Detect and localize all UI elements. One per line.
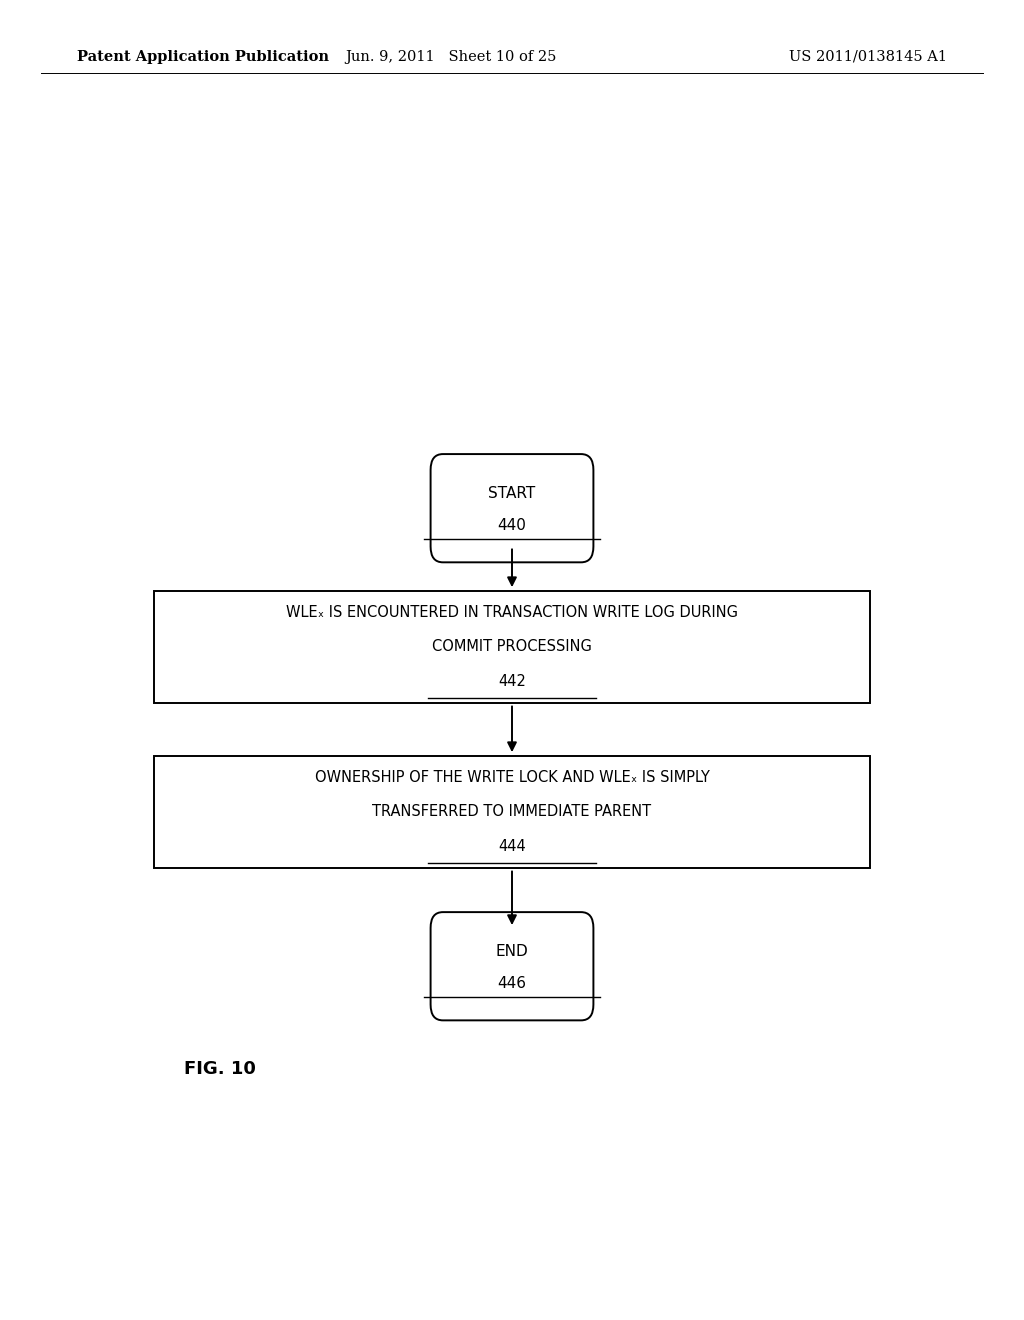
Text: 440: 440 [498, 517, 526, 533]
Text: WLEₓ IS ENCOUNTERED IN TRANSACTION WRITE LOG DURING: WLEₓ IS ENCOUNTERED IN TRANSACTION WRITE… [286, 605, 738, 620]
FancyBboxPatch shape [430, 454, 594, 562]
Text: 442: 442 [498, 673, 526, 689]
Text: Jun. 9, 2011   Sheet 10 of 25: Jun. 9, 2011 Sheet 10 of 25 [345, 50, 556, 63]
Text: US 2011/0138145 A1: US 2011/0138145 A1 [790, 50, 947, 63]
Text: END: END [496, 944, 528, 960]
Text: 446: 446 [498, 975, 526, 991]
Bar [154, 755, 870, 869]
Text: START: START [488, 486, 536, 502]
Text: COMMIT PROCESSING: COMMIT PROCESSING [432, 639, 592, 655]
Text: FIG. 10: FIG. 10 [184, 1060, 256, 1078]
Text: 444: 444 [498, 838, 526, 854]
Text: OWNERSHIP OF THE WRITE LOCK AND WLEₓ IS SIMPLY: OWNERSHIP OF THE WRITE LOCK AND WLEₓ IS … [314, 770, 710, 785]
Text: Patent Application Publication: Patent Application Publication [77, 50, 329, 63]
Text: TRANSFERRED TO IMMEDIATE PARENT: TRANSFERRED TO IMMEDIATE PARENT [373, 804, 651, 820]
Bar [154, 591, 870, 702]
FancyBboxPatch shape [430, 912, 594, 1020]
